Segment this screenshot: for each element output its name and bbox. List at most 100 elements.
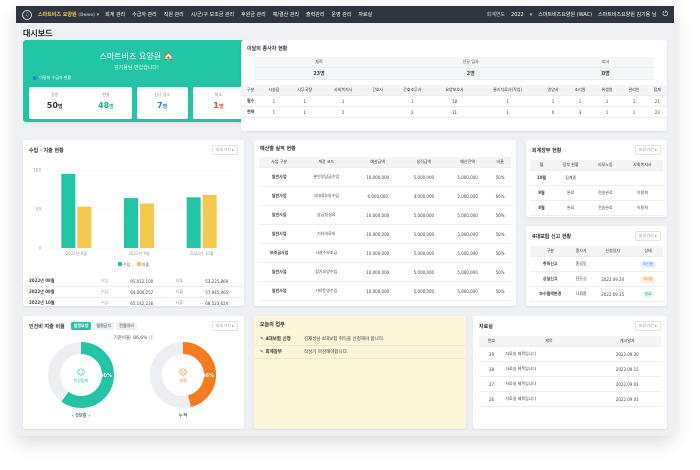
gauge-arc[interactable]: [48, 342, 114, 408]
ledger-more-button[interactable]: 바로가기 ▸: [635, 145, 661, 155]
expense-label: 지출: [168, 276, 190, 287]
center-selector[interactable]: 스마트비즈 요양원 (Demo) ▾: [38, 12, 100, 18]
table-cell[interactable]: 자료실 제목입니다: [504, 376, 594, 392]
report-more-button[interactable]: 바로가기 ▸: [635, 231, 661, 241]
menu-budget[interactable]: 예/결산 관리: [272, 12, 299, 18]
income-bar[interactable]: [61, 173, 76, 248]
table-row[interactable]: 일반사업 상급침실료 10,000,000 5,000,000 5,000,000 50%: [259, 205, 511, 225]
base-rate: 기준비율: 86.6% ⓘ: [113, 336, 154, 341]
table-row[interactable]: 29 자료실 제목입니다 2022.09.30: [478, 346, 662, 362]
todo-card-title: 오늘의 업무: [260, 322, 285, 328]
table-cell: 이용희: [622, 200, 663, 216]
report-header-row: 구분 종사자 신청일자 상태: [530, 246, 663, 257]
fiscal-year-select[interactable]: 2022: [511, 11, 524, 18]
ledger-card-header: 회계장부 현황 바로가기 ▸: [526, 140, 667, 160]
stat-new-cell: 신규 입소 7명: [137, 87, 188, 119]
tab-previous-month[interactable]: 전월대비: [116, 322, 137, 330]
table-cell: 2022.09.01: [593, 376, 662, 392]
expense-bar[interactable]: [140, 203, 154, 248]
report-date: [591, 256, 634, 272]
report-date: 2022.09.15: [591, 286, 634, 302]
column-header: 위생원: [593, 85, 621, 96]
todo-item[interactable]: ✎ 4대보험 신청 김재성님 4대보험 취득을 신청해야 합니다.: [254, 333, 466, 346]
table-row[interactable]: 9월 완료 전송완료 이용희: [530, 185, 663, 201]
todo-list: ✎ 4대보험 신청 김재성님 4대보험 취득을 신청해야 합니다. ✎ 회계장부 작성…: [254, 333, 466, 359]
table-cell: 1: [475, 95, 540, 107]
menu-archive[interactable]: 자료실: [358, 12, 373, 18]
expense-bar[interactable]: [77, 206, 92, 248]
column-header: 관리인: [620, 85, 648, 96]
table-row[interactable]: 일반사업 기타의료비 10,000,000 5,000,000 5,000,000 50%: [259, 224, 511, 244]
income-more-button[interactable]: 바로가기 ▸: [212, 145, 238, 155]
menu-accounting[interactable]: 회계 관리: [105, 12, 126, 18]
table-row[interactable]: 상실신고 전준성 2022.09.20 처리중: [530, 271, 663, 287]
table-cell: 일반사업: [259, 186, 300, 206]
expense-bar[interactable]: [202, 194, 217, 248]
stat-number: 50: [46, 101, 58, 110]
gauge-percent: 60%: [100, 373, 112, 379]
table-row[interactable]: 보조금사업 시설수보조금 10,000,000 5,000,000 5,000,000 5…: [259, 243, 511, 263]
report-status-cell: 완료: [633, 286, 663, 302]
menu-print[interactable]: 출력관리: [306, 12, 325, 18]
tab-monthly-average[interactable]: 월평균치: [93, 322, 115, 330]
tab-legal[interactable]: 법정요양: [70, 322, 92, 330]
stat-unit: 명: [162, 104, 168, 110]
table-row[interactable]: 보수월액변경 나휘환 2022.09.15 완료: [530, 286, 663, 302]
table-cell: 1: [322, 95, 365, 107]
report-staff: 전준성: [570, 271, 592, 287]
legend-expense-label: 지출: [141, 262, 150, 267]
table-row[interactable]: 28 자료실 제목입니다 2022.09.15: [478, 361, 662, 377]
table-cell: 5,000,000: [402, 224, 446, 244]
org-name[interactable]: 스마트비즈요양원 (WAC): [538, 12, 593, 18]
archive-more-button[interactable]: 바로가기 ▸: [635, 321, 661, 331]
table-row[interactable]: 취득신고 홍길동 미신청: [530, 256, 663, 272]
table-cell: 5,000,000: [445, 205, 490, 225]
rate-card-header: 인건비 지출 비율 법정요양 월평균치 전월대비 바로가기 ▸: [23, 316, 244, 336]
month-navigator[interactable]: ‹ 09월 ›: [72, 412, 90, 419]
table-row[interactable]: 27 자료실 제목입니다 2022.09.01: [478, 376, 662, 392]
todo-item[interactable]: ✎ 회계장부 작성기 마감해야합니다.: [254, 346, 466, 359]
table-cell[interactable]: 자료실 제목입니다: [504, 361, 594, 377]
table-cell[interactable]: 자료실 제목입니다: [504, 391, 594, 407]
stat-unit: 명: [218, 104, 224, 110]
table-cell: 50%: [489, 224, 511, 244]
table-row[interactable]: 일반사업 본인부담금수입 10,000,000 5,000,000 5,000,000 5…: [259, 167, 511, 187]
income-bar[interactable]: [186, 197, 201, 248]
column-header: 게시일자: [593, 336, 662, 347]
menu-donation[interactable]: 후원금 관리: [241, 12, 266, 18]
expense-label: 지출: [168, 297, 190, 306]
table-row[interactable]: 10월 집계중: [530, 170, 663, 186]
smile-icon: ☺: [77, 368, 85, 377]
menu-subsidy[interactable]: 시/군/구 보조금 관리: [190, 12, 235, 18]
user-name[interactable]: 스마트비즈요양원 김기용 님: [598, 12, 657, 18]
table-cell: [588, 170, 622, 186]
report-date: 2022.09.20: [591, 271, 634, 287]
table-row[interactable]: 일반사업 장기요양수입 10,000,000 5,000,000 5,000,000 50…: [259, 262, 511, 282]
power-icon[interactable]: ⏻: [662, 10, 668, 18]
table-cell[interactable]: 자료실 제목입니다: [504, 346, 594, 362]
row-label: 필수: [241, 95, 261, 107]
menu-operation[interactable]: 운영 관리: [331, 12, 352, 18]
table-row[interactable]: 26 자료실 제목입니다 2022.09.01: [478, 391, 662, 407]
table-row[interactable]: 8월 완료 전송완료 이용희: [530, 200, 663, 216]
column-header: 번호: [478, 336, 505, 347]
stat-leave-cell: 퇴소 1명: [193, 87, 244, 119]
table-row[interactable]: 일반사업 식대료(비)수입 6,000,000 4,000,000 2,000,000 6…: [259, 186, 511, 206]
table-cell: 일반사업: [259, 167, 300, 187]
gauge-arc[interactable]: [150, 342, 216, 408]
table-cell: 5,000,000: [445, 167, 490, 187]
stat-number: 1: [213, 101, 219, 110]
user-area: 회계연도 2022 ▾ 스마트비즈요양원 (WAC) 스마트비즈요양원 김기용 …: [487, 10, 668, 19]
chevron-down-icon[interactable]: ▾: [529, 11, 533, 18]
summary-label: 신규 입사: [384, 57, 558, 68]
income-bar[interactable]: [124, 198, 138, 248]
menu-staff[interactable]: 직원 관리: [163, 12, 184, 18]
chart-legend: 수입 지출: [23, 262, 244, 268]
menu-recipients[interactable]: 수급자 관리: [132, 12, 157, 18]
table-cell: 2022.09.01: [593, 391, 662, 407]
bell-icon[interactable]: ♫: [22, 9, 32, 20]
x-tick-label: 2022년 9월: [128, 250, 150, 256]
table-cell: 2: [322, 106, 365, 118]
table-row[interactable]: 일반사업 기타운영수입 10,000,000 5,000,000 5,000,000 50…: [259, 281, 511, 301]
rate-more-button[interactable]: 바로가기 ▸: [212, 321, 238, 331]
